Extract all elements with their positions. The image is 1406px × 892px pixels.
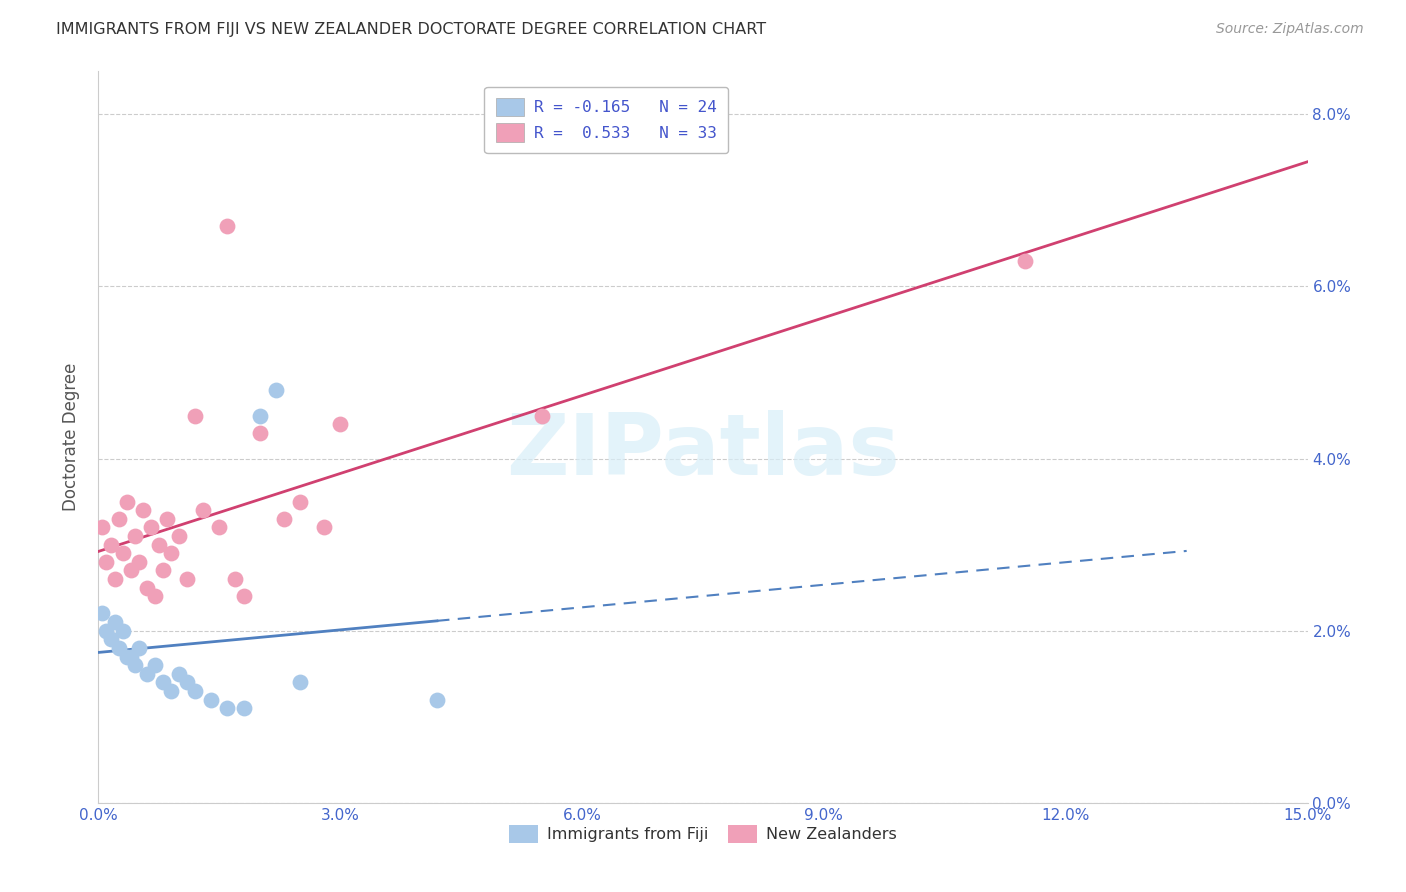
Point [124, 529, 146, 543]
Point [124, 658, 146, 673]
Point [111, 624, 134, 638]
Point [156, 512, 179, 526]
Point [160, 684, 183, 698]
Point [160, 546, 183, 560]
Point [120, 649, 142, 664]
Point [96, 555, 118, 569]
Point [100, 632, 122, 647]
Point [91, 607, 114, 621]
Point [148, 538, 170, 552]
Text: Source: ZipAtlas.com: Source: ZipAtlas.com [1216, 22, 1364, 37]
Point [107, 512, 129, 526]
Legend: Immigrants from Fiji, New Zealanders: Immigrants from Fiji, New Zealanders [502, 819, 904, 850]
Point [152, 564, 174, 578]
Point [107, 640, 129, 655]
Point [143, 658, 166, 673]
Point [111, 546, 134, 560]
Point [224, 572, 246, 586]
Point [135, 666, 157, 681]
Point [273, 512, 295, 526]
Point [143, 589, 166, 603]
Point [184, 409, 207, 423]
Point [103, 572, 125, 586]
Point [128, 640, 150, 655]
Point [91, 520, 114, 534]
Point [115, 649, 138, 664]
Text: ZIPatlas: ZIPatlas [506, 410, 900, 493]
Point [264, 383, 287, 397]
Point [530, 409, 553, 423]
Point [132, 503, 155, 517]
Point [200, 692, 222, 706]
Point [176, 675, 198, 690]
Point [249, 425, 271, 440]
Point [232, 701, 254, 715]
Point [96, 624, 118, 638]
Point [329, 417, 352, 432]
Point [128, 555, 150, 569]
Point [152, 675, 174, 690]
Point [314, 520, 336, 534]
Point [115, 494, 138, 508]
Point [217, 219, 239, 234]
Point [288, 494, 311, 508]
Point [249, 409, 271, 423]
Point [217, 701, 239, 715]
Y-axis label: Doctorate Degree: Doctorate Degree [62, 363, 80, 511]
Point [135, 581, 157, 595]
Point [176, 572, 198, 586]
Point [208, 520, 231, 534]
Point [167, 529, 190, 543]
Point [120, 564, 142, 578]
Point [288, 675, 311, 690]
Point [426, 692, 449, 706]
Point [100, 538, 122, 552]
Point [167, 666, 190, 681]
Point [103, 615, 125, 629]
Text: IMMIGRANTS FROM FIJI VS NEW ZEALANDER DOCTORATE DEGREE CORRELATION CHART: IMMIGRANTS FROM FIJI VS NEW ZEALANDER DO… [56, 22, 766, 37]
Point [184, 684, 207, 698]
Point [1014, 253, 1036, 268]
Point [139, 520, 162, 534]
Point [232, 589, 254, 603]
Point [193, 503, 215, 517]
